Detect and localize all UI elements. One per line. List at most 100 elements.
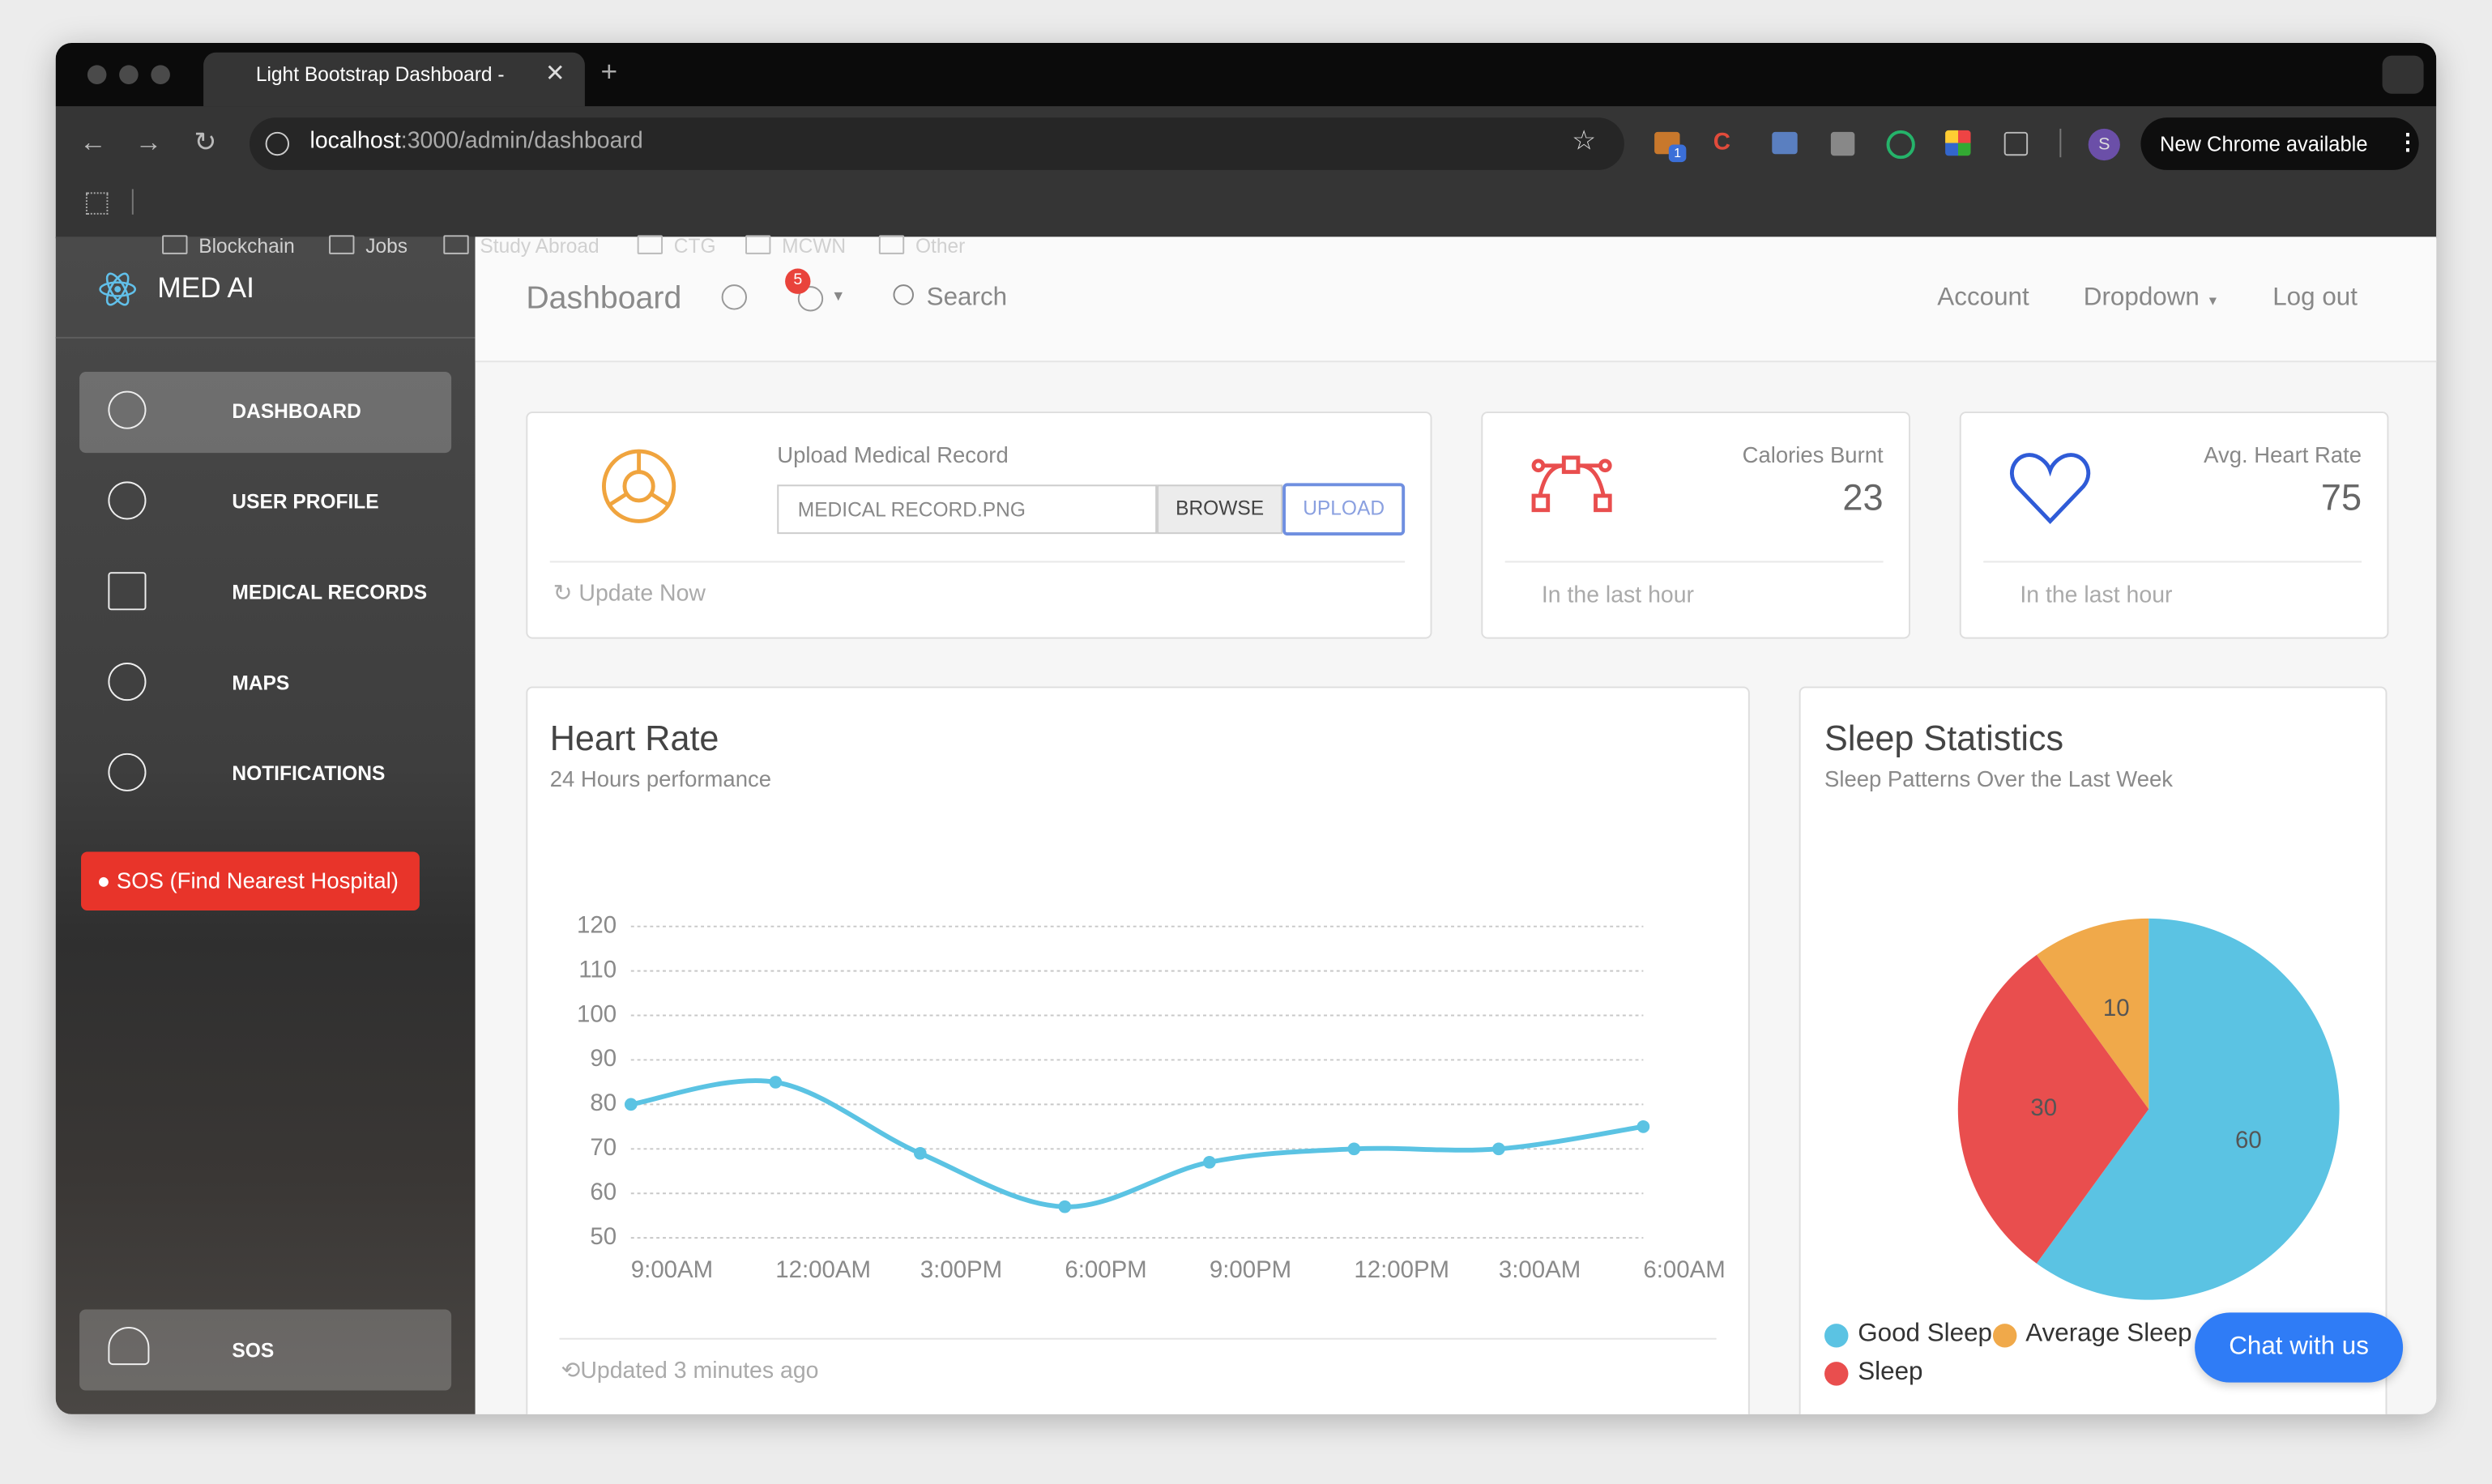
nav-icon: [108, 481, 147, 520]
heart-footer: In the last hour: [2020, 582, 2173, 609]
legend-item: Sleep: [1824, 1354, 1923, 1392]
extension-badge: 1: [1668, 144, 1687, 163]
nav-item[interactable]: MAPS: [232, 672, 290, 695]
chart-footer-text: Updated 3 minutes ago: [580, 1358, 819, 1384]
x-tick-label: 9:00AM: [631, 1256, 713, 1283]
notifications-icon[interactable]: [797, 286, 824, 312]
folder-icon: [329, 235, 355, 254]
window-dot[interactable]: [151, 65, 170, 84]
legend-swatch: [1824, 1361, 1849, 1385]
site-info[interactable]: [265, 131, 290, 156]
tab-close[interactable]: ✕: [544, 60, 565, 87]
legend-swatch: [1992, 1323, 2016, 1347]
bookmark[interactable]: Blockchain: [162, 235, 295, 258]
point: [1347, 1142, 1361, 1156]
nav-link[interactable]: Log out: [2272, 284, 2358, 312]
legend-label: Good Sleep: [1858, 1320, 1993, 1348]
nav-item[interactable]: MEDICAL RECORDS: [232, 581, 428, 604]
heart-card: [1959, 412, 2389, 639]
palette-icon[interactable]: [721, 284, 747, 310]
bookmark-star[interactable]: ☆: [1572, 125, 1597, 156]
folder-icon: [745, 235, 771, 254]
bookmark-label: CTG: [673, 235, 716, 258]
menu[interactable]: ⋮: [2396, 128, 2419, 155]
apps[interactable]: [85, 192, 109, 215]
url: localhost:3000/admin/dashboard: [310, 129, 643, 154]
legend-item: Average Sleep: [1992, 1316, 2192, 1354]
search[interactable]: Search: [926, 284, 1008, 312]
point: [624, 1098, 638, 1111]
file-input[interactable]: [777, 484, 1158, 535]
bookmark-label: Jobs: [365, 235, 408, 258]
line: [630, 1078, 1644, 1209]
nav-item[interactable]: DASHBOARD: [232, 400, 361, 423]
upload-footer-text: Update Now: [578, 581, 706, 608]
heart-title: Avg. Heart Rate: [2204, 441, 2362, 467]
search-icon[interactable]: [893, 284, 914, 305]
x-tick-label: 9:00PM: [1210, 1256, 1291, 1283]
separator: [131, 189, 134, 215]
heart-value: 75: [2320, 476, 2362, 518]
nav-item[interactable]: USER PROFILE: [232, 491, 379, 514]
window-dot[interactable]: [87, 65, 107, 84]
address-bar[interactable]: [249, 117, 1624, 170]
bookmark[interactable]: Study Abroad: [443, 235, 600, 258]
folder-icon: [637, 235, 664, 254]
card-divider: [1983, 561, 2362, 563]
nav-item[interactable]: NOTIFICATIONS: [232, 762, 386, 786]
line-chart: 50 60 70 80 90 100 110 120 9:00AM 12:00AM 3:00PM 6:…: [577, 911, 1726, 1283]
y-tick-label: 90: [590, 1045, 617, 1072]
window-dot[interactable]: [119, 65, 139, 84]
tab[interactable]: [203, 52, 585, 107]
bookmark[interactable]: CTG: [637, 235, 716, 258]
point: [1203, 1155, 1216, 1169]
sos-button[interactable]: [81, 851, 420, 911]
legend-swatch: [1824, 1323, 1849, 1347]
slice-label: 10: [2103, 995, 2130, 1021]
browse-button[interactable]: BROWSE: [1157, 484, 1283, 535]
url-path: :3000/admin/dashboard: [400, 128, 643, 155]
bookmark-label: Blockchain: [198, 235, 295, 258]
tab-search[interactable]: [2382, 55, 2424, 94]
legend-label: Average Sleep: [2025, 1320, 2192, 1348]
sos-item-label: SOS: [232, 1339, 275, 1362]
nav-icon: [108, 663, 147, 701]
bookmark[interactable]: MCWN: [745, 235, 847, 258]
extension-icon[interactable]: C: [1713, 128, 1730, 156]
extension-icon[interactable]: [1886, 130, 1915, 160]
forward[interactable]: →: [134, 126, 163, 158]
pie-slice: [1957, 954, 2149, 1264]
point: [913, 1146, 927, 1160]
nav-link[interactable]: Dropdown ▼: [2083, 284, 2220, 312]
update-button[interactable]: [2140, 117, 2419, 170]
legend: Good Sleep Average Sleep Sleep: [1824, 1316, 2214, 1392]
y-tick-label: 50: [590, 1223, 617, 1250]
chat-button[interactable]: Chat with us: [2195, 1312, 2404, 1383]
chart-title: Heart Rate: [549, 718, 719, 758]
bookmark-label: MCWN: [782, 235, 847, 258]
notification-badge: 5: [785, 268, 811, 294]
sos-text: SOS (Find Nearest Hospital): [116, 868, 399, 893]
folder-icon: [443, 235, 469, 254]
separator: [2059, 128, 2062, 158]
nav-link[interactable]: Account: [1937, 284, 2029, 312]
upload-button[interactable]: UPLOAD: [1282, 483, 1406, 536]
extensions-menu[interactable]: [2003, 131, 2029, 156]
sos-label: ● SOS (Find Nearest Hospital): [96, 868, 399, 893]
extension-icon[interactable]: [1830, 131, 1855, 156]
back[interactable]: ←: [79, 126, 107, 158]
extension-icon[interactable]: [1945, 130, 1971, 156]
bookmark[interactable]: Other: [878, 235, 965, 258]
upload-footer[interactable]: ↻ Update Now: [553, 581, 706, 608]
chart-subtitle: Sleep Patterns Over the Last Week: [1824, 765, 2174, 791]
profile[interactable]: S: [2088, 128, 2120, 161]
extension-icon[interactable]: [1772, 131, 1798, 155]
bookmark-label: Study Abroad: [480, 235, 600, 258]
bookmark[interactable]: Jobs: [329, 235, 408, 258]
x-tick-label: 12:00AM: [775, 1256, 871, 1283]
calories-title: Calories Burnt: [1742, 441, 1884, 467]
new-tab[interactable]: +: [600, 55, 618, 87]
y-tick-label: 120: [577, 911, 617, 938]
reload[interactable]: ↻: [194, 126, 217, 158]
